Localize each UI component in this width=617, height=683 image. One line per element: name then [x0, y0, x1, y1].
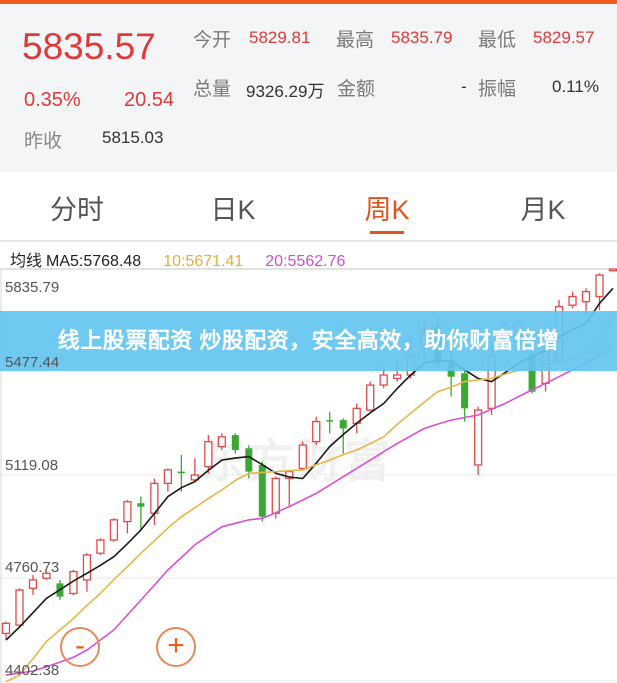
- candle-body-down: [231, 435, 239, 451]
- candle-body-up: [15, 589, 24, 626]
- candle-body-up: [366, 384, 375, 411]
- high-label: 最高: [336, 30, 375, 51]
- y-tick-label: 4760.73: [5, 559, 60, 576]
- zoom-out-button[interactable]: -: [60, 627, 100, 667]
- ma-line-20: [5, 346, 614, 676]
- candle-body-up: [473, 409, 483, 466]
- ma20-value: 20:5562.76: [265, 253, 346, 270]
- tab-monthly-k[interactable]: 月K: [520, 195, 566, 225]
- tab-weekly-k[interactable]: 周K: [364, 195, 410, 225]
- candle-body-up: [581, 290, 591, 303]
- change-amount: 20.54: [124, 89, 175, 111]
- candle-body-up: [28, 579, 38, 589]
- candle-body-up: [109, 519, 119, 541]
- change-percent: 0.35%: [24, 89, 81, 111]
- candle-body-down: [528, 353, 536, 392]
- high-value: 5835.79: [391, 28, 453, 47]
- chart-period-tabs: 分时 日K 周K 月K: [0, 172, 617, 242]
- amplitude-label: 振幅: [478, 79, 517, 100]
- open-value: 5829.81: [249, 28, 311, 47]
- ma-legend: 均线 MA5:5768.48 10:5671.41 20:5562.76: [10, 247, 367, 271]
- y-tick-label: 5835.79: [5, 279, 60, 296]
- volume-label: 总量: [193, 79, 232, 100]
- quote-header: 5835.57 0.35% 20.54 昨收 5815.03 今开 5829.8…: [0, 4, 617, 172]
- low-value: 5829.57: [533, 28, 595, 47]
- candle-body-up: [608, 268, 617, 272]
- promo-banner[interactable]: 线上股票配资 炒股配资，安全高效，助你财富倍增: [0, 311, 617, 371]
- candle-body-up: [298, 444, 307, 470]
- ma5-value: MA5:5768.48: [46, 253, 142, 270]
- current-price: 5835.57: [22, 26, 156, 67]
- amplitude-value: 0.11%: [552, 77, 599, 96]
- prev-close-label: 昨收: [24, 131, 63, 152]
- candle-body-down: [137, 503, 145, 507]
- candle-body-up: [96, 539, 105, 554]
- amount-label: 金额: [337, 79, 376, 100]
- volume-value: 9326.29万: [246, 82, 325, 101]
- prev-close-value: 5815.03: [102, 128, 164, 147]
- candle-body-up: [312, 420, 321, 443]
- candle-body-down: [461, 373, 469, 409]
- candle-body-down: [258, 464, 266, 517]
- candle-body-up: [204, 441, 213, 468]
- candle-body-down: [177, 471, 185, 474]
- candle-body-up: [190, 474, 199, 481]
- candle-body-up: [379, 374, 388, 386]
- y-tick-label: 4402.38: [5, 662, 60, 679]
- candle-body-down: [326, 420, 334, 422]
- tab-daily-k[interactable]: 日K: [210, 195, 256, 225]
- candle-body-up: [82, 554, 92, 581]
- candle-body-up: [1, 622, 11, 635]
- candle-body-up: [217, 436, 226, 448]
- open-label: 今开: [193, 30, 232, 51]
- candle-body-down: [339, 420, 347, 429]
- candle-body-up: [595, 274, 604, 298]
- candle-body-up: [123, 501, 132, 523]
- y-tick-label: 5119.08: [5, 457, 59, 474]
- candle-body-up: [568, 295, 577, 306]
- candle-body-up: [163, 469, 173, 485]
- candle-body-up: [393, 374, 402, 380]
- candle-body-up: [285, 470, 294, 480]
- candle-body-down: [245, 448, 253, 472]
- ma10-value: 10:5671.41: [163, 253, 244, 270]
- tab-intraday[interactable]: 分时: [50, 195, 104, 225]
- top-accent-bar: [0, 0, 617, 4]
- candle-body-up: [42, 572, 51, 579]
- candle-body-up: [271, 477, 280, 514]
- ma-legend-title: 均线: [10, 253, 43, 270]
- y-tick-label: 5477.44: [5, 354, 60, 371]
- ma-line-10: [5, 315, 614, 683]
- low-label: 最低: [478, 30, 517, 51]
- active-tab-indicator: [370, 231, 404, 234]
- amount-value: -: [461, 77, 467, 96]
- zoom-in-button[interactable]: +: [156, 627, 196, 667]
- candle-body-up: [150, 482, 159, 514]
